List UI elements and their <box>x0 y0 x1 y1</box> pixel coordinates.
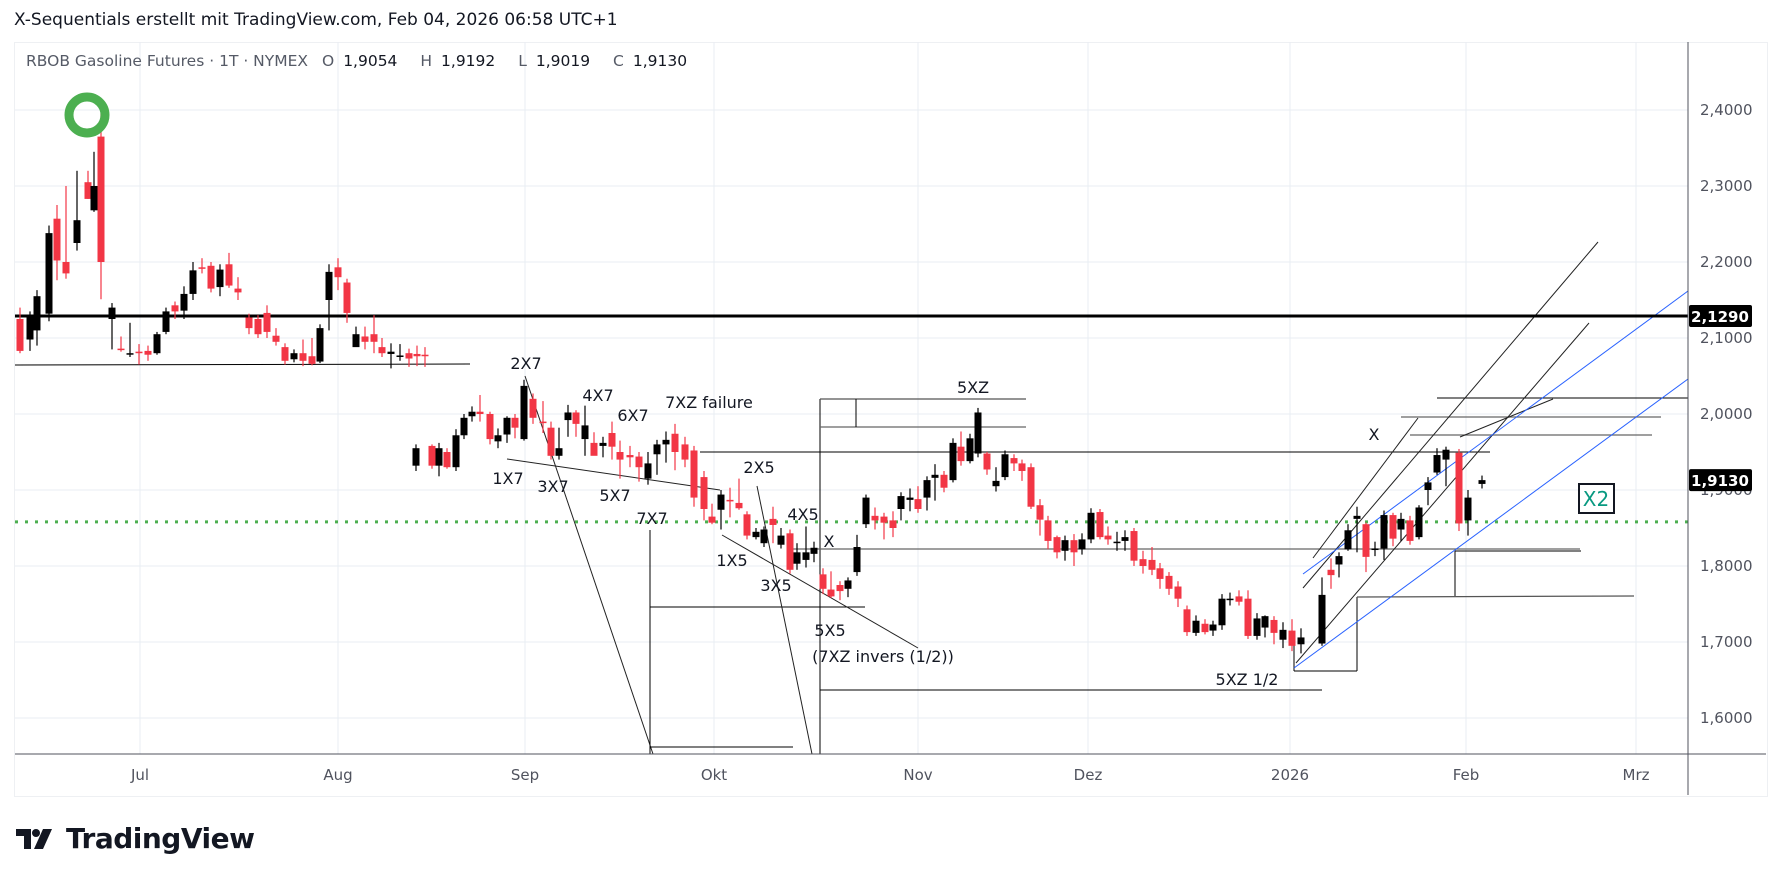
time-tick-label: Jul <box>130 766 149 784</box>
sequential-label: X <box>824 532 835 551</box>
highlight-circle-icon <box>64 92 110 138</box>
ohlc-high: H 1,9192 <box>420 52 496 70</box>
sequential-label: (7XZ invers (1/2)) <box>812 647 954 666</box>
price-tick-label: 2,2000 <box>1700 253 1753 271</box>
price-badge: 1,9130 <box>1691 472 1749 490</box>
sequential-label: 3X5 <box>760 576 791 595</box>
price-badges: 2,1290 1,9130 <box>1689 304 1752 492</box>
symbol-name[interactable]: RBOB Gasoline Futures · 1T · NYMEX <box>26 52 309 70</box>
ohlc-low: L 1,9019 <box>518 52 591 70</box>
candlesticks <box>16 113 1486 654</box>
price-tick-label: 1,7000 <box>1700 633 1753 651</box>
sequential-label: 5X5 <box>814 621 845 640</box>
x2-label-box: X2 <box>1578 483 1615 514</box>
sequential-label: 1X7 <box>492 469 523 488</box>
price-axis[interactable]: 2,40002,30002,20002,10002,00001,90001,80… <box>1700 101 1753 727</box>
time-axis[interactable]: Jul Aug Sep Okt Nov Dez 2026 Feb Mrz <box>130 766 1650 784</box>
time-tick-label: Dez <box>1074 766 1103 784</box>
ohlc-close: C 1,9130 <box>613 52 688 70</box>
time-tick-label: Okt <box>701 766 727 784</box>
price-badge: 2,1290 <box>1691 308 1749 326</box>
sequential-label: 5X7 <box>599 486 630 505</box>
time-tick-label: 2026 <box>1271 766 1309 784</box>
drawing-lines <box>14 241 1689 755</box>
svg-text:X2: X2 <box>1583 487 1609 511</box>
time-tick-label: Feb <box>1453 766 1480 784</box>
price-tick-label: 2,0000 <box>1700 405 1753 423</box>
price-tick-label: 2,4000 <box>1700 101 1753 119</box>
sequential-label: X <box>1369 425 1380 444</box>
chart-caption: X-Sequentials erstellt mit TradingView.c… <box>14 10 618 30</box>
sequential-label: 5XZ <box>957 378 989 397</box>
tradingview-logo[interactable]: TradingView <box>16 822 255 855</box>
chart-frame <box>14 42 1768 797</box>
sequential-label: 7X7 <box>636 509 667 528</box>
time-tick-label: Aug <box>323 766 352 784</box>
sequential-label: 3X7 <box>537 477 568 496</box>
price-tick-label: 1,8000 <box>1700 557 1753 575</box>
horizontal-levels <box>15 314 1688 524</box>
sequential-label: 4X5 <box>787 505 818 524</box>
logo-text: TradingView <box>66 822 255 855</box>
sequential-label: 1X5 <box>716 551 747 570</box>
time-tick-label: Sep <box>511 766 539 784</box>
sequential-label: 4X7 <box>582 386 613 405</box>
sequential-label: 7XZ failure <box>665 393 753 412</box>
sequential-label: 2X7 <box>510 354 541 373</box>
sequential-label: 6X7 <box>617 406 648 425</box>
price-tick-label: 2,1000 <box>1700 329 1753 347</box>
sequential-label: 5XZ 1/2 <box>1216 670 1279 689</box>
sequential-label: 2X5 <box>743 458 774 477</box>
time-tick-label: Nov <box>903 766 932 784</box>
tradingview-logo-icon <box>16 828 52 849</box>
symbol-legend: RBOB Gasoline Futures · 1T · NYMEX O 1,90… <box>26 52 705 70</box>
price-tick-label: 2,3000 <box>1700 177 1753 195</box>
time-tick-label: Mrz <box>1623 766 1650 784</box>
price-tick-label: 1,6000 <box>1700 709 1753 727</box>
ohlc-open: O 1,9054 <box>321 52 398 70</box>
